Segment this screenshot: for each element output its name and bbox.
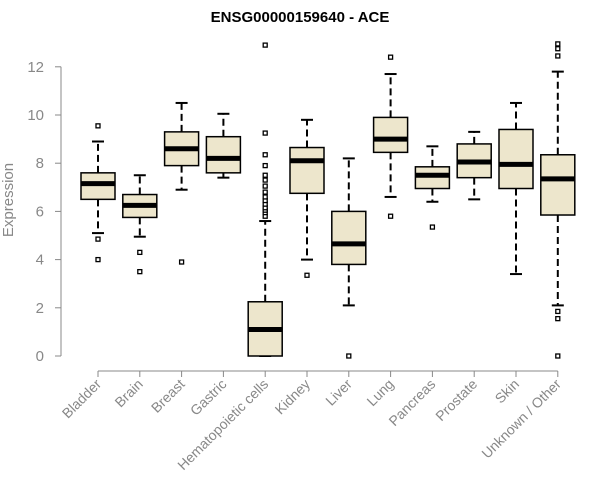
outlier-point xyxy=(262,42,268,48)
box-group xyxy=(372,54,409,219)
box-group xyxy=(122,174,158,275)
y-tick-label: 4 xyxy=(36,252,44,269)
outlier-point xyxy=(304,272,310,278)
outlier-point xyxy=(555,41,561,47)
outlier-point xyxy=(262,183,268,189)
box-group xyxy=(80,123,116,263)
outlier-point xyxy=(555,353,561,359)
outlier-point xyxy=(95,123,101,129)
outlier-point xyxy=(387,213,394,219)
box-group xyxy=(205,112,242,179)
outlier-point xyxy=(555,308,561,315)
outlier-point xyxy=(262,130,268,136)
x-tick-label: Lung xyxy=(363,376,396,409)
outlier-point xyxy=(262,172,268,178)
y-axis: 0 2 4 6 8 10 12 xyxy=(27,59,62,365)
x-tick-label: Prostate xyxy=(432,376,480,424)
y-tick-label: 6 xyxy=(36,203,44,220)
outlier-point xyxy=(95,236,101,242)
outlier-point xyxy=(137,249,143,256)
outlier-point xyxy=(262,152,268,158)
box-iqr xyxy=(205,135,242,174)
x-tick-label: Bladder xyxy=(59,376,105,422)
box-group xyxy=(498,101,534,276)
outlier-point xyxy=(95,256,101,263)
box-iqr xyxy=(540,154,576,216)
outlier-point xyxy=(262,162,268,169)
chart-title: ENSG00000159640 - ACE xyxy=(211,9,390,26)
box-group xyxy=(456,130,492,201)
plot-area xyxy=(80,41,576,359)
x-tick-label: Breast xyxy=(148,376,188,416)
box-iqr xyxy=(289,146,325,195)
box-group xyxy=(247,42,283,357)
outlier-point xyxy=(387,54,394,60)
outlier-point xyxy=(555,46,561,52)
outlier-point xyxy=(178,259,185,265)
outlier-point xyxy=(346,353,352,359)
y-tick-label: 12 xyxy=(27,59,44,76)
box-group xyxy=(414,145,451,230)
box-iqr xyxy=(331,210,367,266)
y-tick-label: 0 xyxy=(36,348,44,365)
x-tick-label: Brain xyxy=(111,376,145,410)
y-axis-label: Expression xyxy=(0,163,17,237)
outlier-point xyxy=(555,53,561,59)
y-tick-label: 10 xyxy=(27,107,44,124)
outlier-point xyxy=(262,177,268,183)
outlier-point xyxy=(555,315,561,322)
outlier-point xyxy=(137,268,143,275)
x-tick-label: Liver xyxy=(322,376,355,409)
x-tick-label: Unknown / Other xyxy=(478,376,564,462)
y-tick-label: 8 xyxy=(36,155,44,172)
y-tick-label: 2 xyxy=(36,300,44,317)
box-group xyxy=(331,157,367,359)
outlier-point xyxy=(262,194,268,200)
box-group xyxy=(289,118,325,278)
box-group xyxy=(163,101,200,265)
x-tick-label: Kidney xyxy=(272,376,314,418)
box-group xyxy=(540,41,576,359)
x-tick-label: Skin xyxy=(492,376,523,407)
box-iqr xyxy=(372,116,409,154)
outlier-point xyxy=(429,224,436,230)
outlier-point xyxy=(262,189,268,195)
box-iqr xyxy=(498,128,534,190)
